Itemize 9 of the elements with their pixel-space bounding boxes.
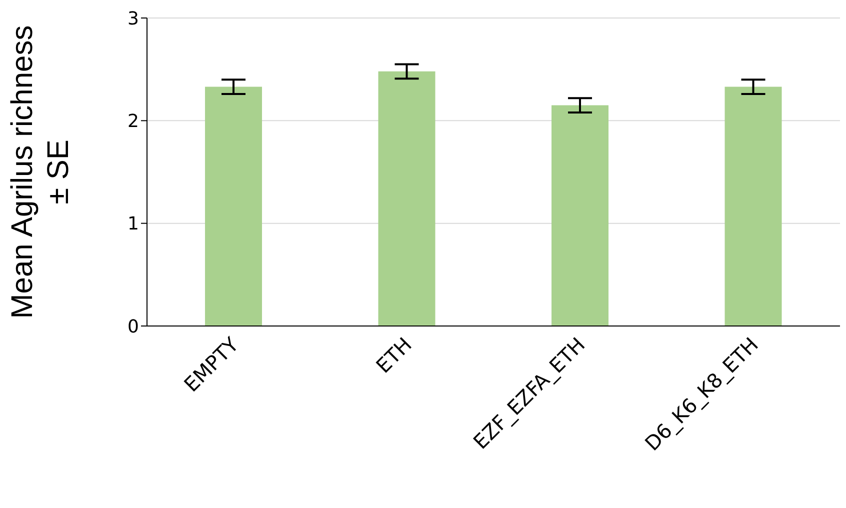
bar — [378, 71, 436, 326]
y-tick-label: 0 — [128, 316, 139, 338]
y-tick-label: 1 — [128, 214, 139, 235]
bar — [552, 105, 608, 326]
bar — [724, 86, 782, 326]
y-tick-label: 3 — [128, 8, 139, 30]
y-tick-label: 2 — [128, 111, 139, 132]
bar — [205, 86, 262, 326]
y-axis-title: Mean Agrilus richness ± SE — [6, 25, 75, 319]
